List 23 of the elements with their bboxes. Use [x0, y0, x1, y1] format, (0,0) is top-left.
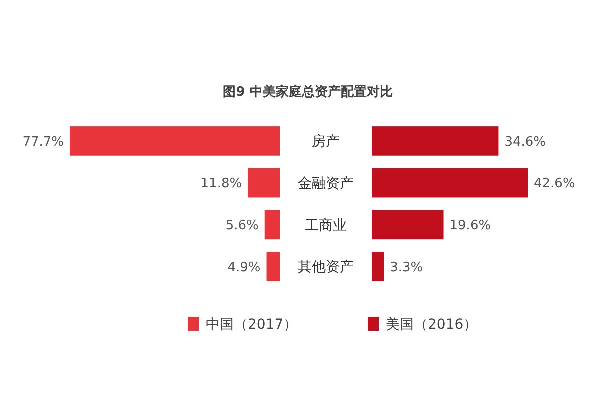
y-tick-label: 其他资产 — [298, 260, 354, 276]
data-label: 4.9% — [228, 260, 261, 276]
bar — [248, 168, 280, 198]
data-label: 3.3% — [390, 260, 424, 276]
legend-label: 中国（2017） — [206, 316, 298, 333]
bar — [70, 126, 280, 156]
y-tick-label: 工商业 — [305, 218, 347, 234]
bar — [372, 126, 499, 156]
data-label: 19.6% — [450, 218, 492, 234]
data-label: 34.6% — [504, 134, 546, 150]
data-label: 5.6% — [226, 218, 259, 234]
bar — [266, 252, 280, 282]
bar — [372, 252, 384, 282]
bar — [264, 210, 280, 240]
bar — [372, 168, 528, 198]
data-label: 42.6% — [534, 176, 576, 192]
text: 图9 中美家庭总资产配置对比 — [223, 84, 393, 100]
bar — [372, 210, 444, 240]
data-label: 11.8% — [200, 176, 242, 192]
data-label: 77.7% — [22, 134, 64, 150]
y-tick-label: 房产 — [312, 134, 340, 150]
y-tick-label: 金融资产 — [298, 176, 354, 192]
legend-label: 美国（2016） — [386, 316, 478, 333]
